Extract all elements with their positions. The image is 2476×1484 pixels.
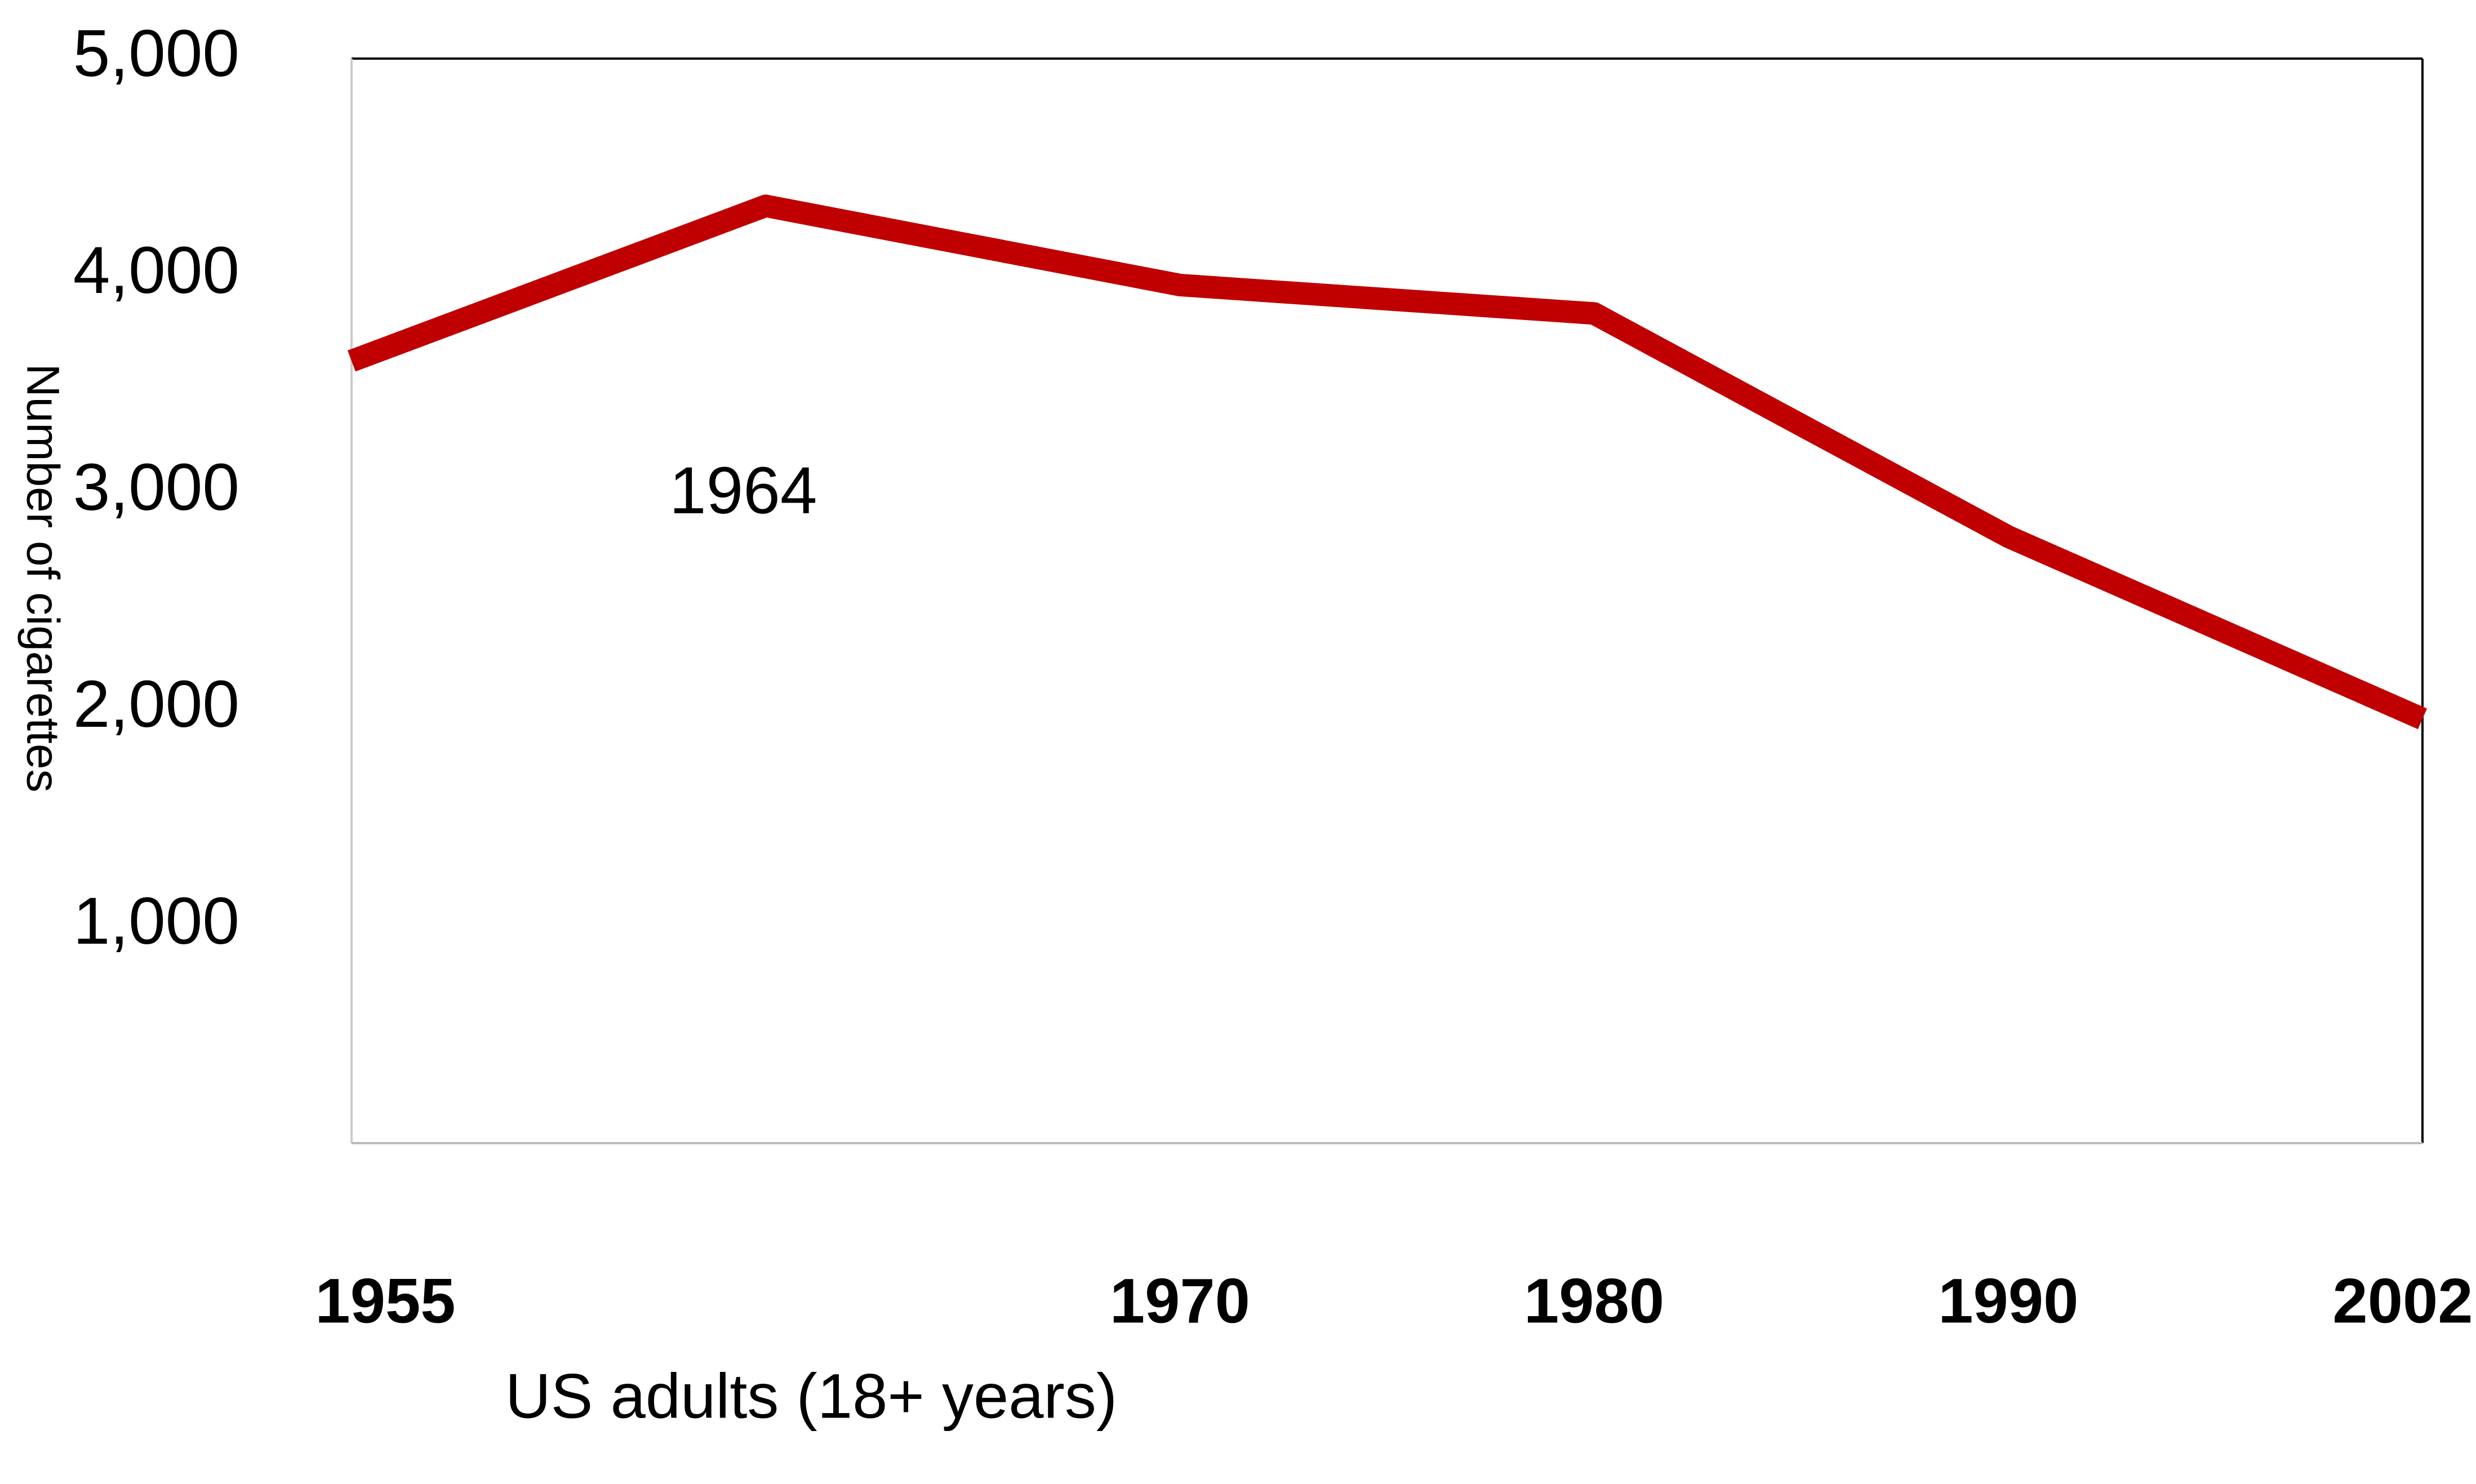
- x-axis-title: US adults (18+ years): [505, 1361, 1117, 1432]
- x-tick-label: 1955: [315, 1266, 455, 1336]
- y-axis-title: Number of cigarettes: [17, 363, 68, 792]
- x-tick-label: 2002: [2332, 1266, 2473, 1336]
- data-line: [347, 194, 2428, 730]
- y-tick-label: 2,000: [73, 667, 239, 741]
- y-tick-label: 1,000: [73, 884, 239, 958]
- y-tick-label: 4,000: [73, 233, 239, 308]
- x-tick-label: 1980: [1524, 1266, 1664, 1336]
- x-tick-label: 1970: [1110, 1266, 1250, 1336]
- annotation-label: 1964: [669, 454, 817, 528]
- y-tick-label: 5,000: [73, 16, 239, 91]
- y-tick-label: 3,000: [73, 450, 239, 525]
- x-tick-label: 1990: [1938, 1266, 2078, 1336]
